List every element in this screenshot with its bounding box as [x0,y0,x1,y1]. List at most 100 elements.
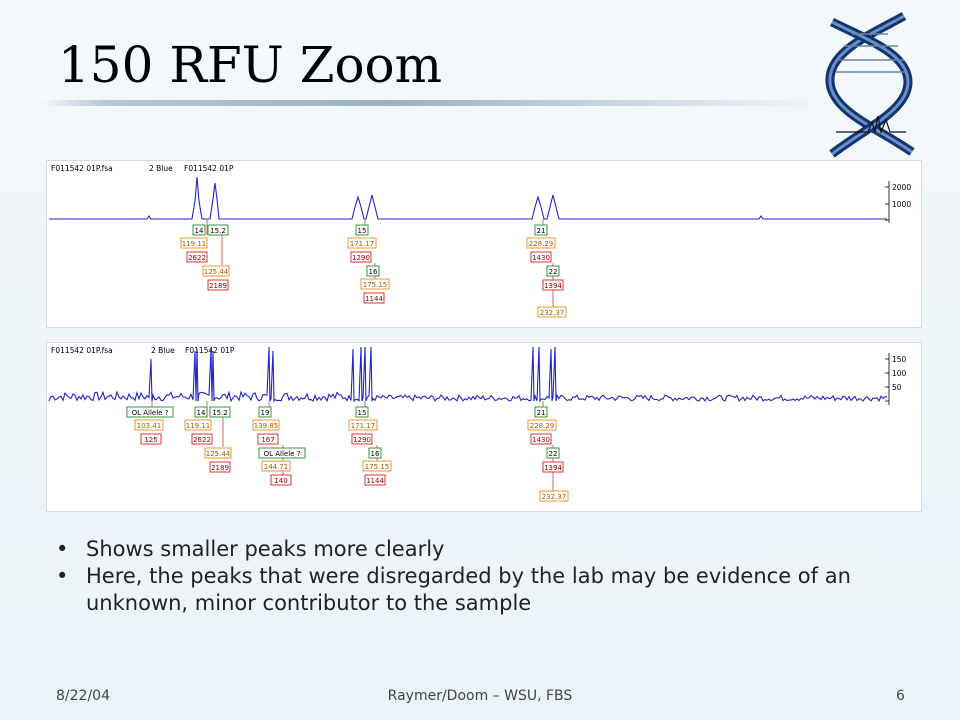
bullet-text: Here, the peaks that were disregarded by… [86,564,851,615]
peak-label-height: 1430 [532,254,550,262]
bullet-item: • Shows smaller peaks more clearly [56,536,916,563]
dye-label: 2 Blue [149,164,173,173]
file-label: F011542 01P.fsa [51,164,113,173]
peak-label-size: 171.17 [351,422,376,430]
peak-label-box [539,490,569,502]
peak-label-box [546,447,560,459]
peak-label-box [202,265,230,277]
electropherogram-150-rfu: F011542 01P.fsa 2 Blue F011542 01P 150 1… [48,346,907,502]
peak-label-box [209,406,231,418]
peak-label-size: 125.44 [206,450,231,458]
peak-label-box [348,419,378,431]
bullet-list: • Shows smaller peaks more clearly • Her… [56,536,916,617]
peak-label-height: 140 [274,477,287,485]
sample-label: F011542 01P [184,164,234,173]
peak-label-allele: OL Allele ? [132,409,169,417]
peak-label-box [257,433,279,445]
peak-label-box [534,224,548,236]
signal-trace [49,176,887,220]
peak-label-height: 125 [144,436,157,444]
peak-label-size: 139.85 [254,422,279,430]
peak-label-height: 167 [261,436,274,444]
footer-page-number: 6 [896,688,905,704]
peak-label-size: 119.11 [186,422,211,430]
peak-label-box [347,237,377,249]
peak-label-box [258,447,306,459]
peak-label-size: 175.15 [365,463,390,471]
peak-label-box [527,419,557,431]
dna-helix-logo [825,12,915,158]
peak-label-allele: 14 [195,227,204,235]
peak-label-box [542,279,564,291]
peak-label-height: 1394 [544,282,562,290]
peak-label-allele: 15.2 [210,227,226,235]
peak-label-box [355,406,369,418]
peak-label-height: 1144 [366,477,384,485]
bullet-dot-icon: • [56,537,69,561]
y-tick-label: 1000 [892,200,911,209]
peak-label-allele: 15 [358,409,367,417]
peak-label-box [360,278,390,290]
electropherogram-panel-full-scale: F011542 01P.fsa 2 Blue F011542 01P 2000 … [46,160,922,328]
peak-label-box [350,251,372,263]
peak-label-size: 119.11 [182,240,207,248]
peak-label-height: 2622 [188,254,206,262]
peak-label-box [530,251,552,263]
peak-label-size: 175.15 [363,281,388,289]
peak-label-box [261,460,291,472]
peak-label-height: 1290 [352,254,370,262]
peak-label-box [537,306,567,318]
peak-label-box [194,406,208,418]
bullet-text: Shows smaller peaks more clearly [86,537,445,561]
peak-label-allele: 15 [358,227,367,235]
peak-label-box [191,433,213,445]
sample-label: F011542 01P [185,346,235,355]
peak-label-box [252,419,280,431]
peak-label-box [192,224,206,236]
peak-label-box [258,406,272,418]
peak-label-box [270,474,292,486]
peak-label-box [207,279,229,291]
peak-label-box [186,251,208,263]
dye-label: 2 Blue [151,346,175,355]
peak-label-size: 171.17 [350,240,375,248]
peak-label-box [140,433,162,445]
peak-label-box [184,419,212,431]
electropherogram-panel-150-rfu: F011542 01P.fsa 2 Blue F011542 01P 150 1… [46,342,922,512]
file-label: F011542 01P.fsa [51,346,113,355]
peak-label-size: 232.37 [540,309,565,317]
peak-label-allele: 19 [261,409,270,417]
y-tick-label: 100 [892,369,907,378]
peak-label-allele: 21 [537,227,546,235]
peak-label-box [364,474,386,486]
peak-label-allele: 16 [369,268,378,276]
peak-label-box [351,433,373,445]
peak-label-height: 2189 [211,464,229,472]
peak-label-box [534,406,548,418]
y-tick-label: 2000 [892,183,911,192]
footer-author: Raymer/Doom – WSU, FBS [387,688,573,704]
peak-label-allele: 21 [537,409,546,417]
bullet-item: • Here, the peaks that were disregarded … [56,563,916,617]
peak-label-box [542,461,564,473]
peak-label-height: 1430 [532,436,550,444]
peak-label-box [530,433,552,445]
peak-label-box [207,224,229,236]
peak-label-allele: 22 [549,268,558,276]
peak-label-allele: 16 [371,450,380,458]
peak-label-box [546,265,560,277]
peak-label-allele: 15.2 [212,409,228,417]
peak-label-box [134,419,164,431]
peak-label-height: 2622 [193,436,211,444]
peak-label-box [363,292,385,304]
peak-label-box [355,224,369,236]
peak-label-height: 1144 [365,295,383,303]
bullet-dot-icon: • [56,564,69,588]
peak-label-box [366,265,380,277]
peak-label-size: 103.41 [137,422,162,430]
signal-trace [48,346,888,403]
peak-label-box [180,237,208,249]
peak-label-box [526,237,556,249]
